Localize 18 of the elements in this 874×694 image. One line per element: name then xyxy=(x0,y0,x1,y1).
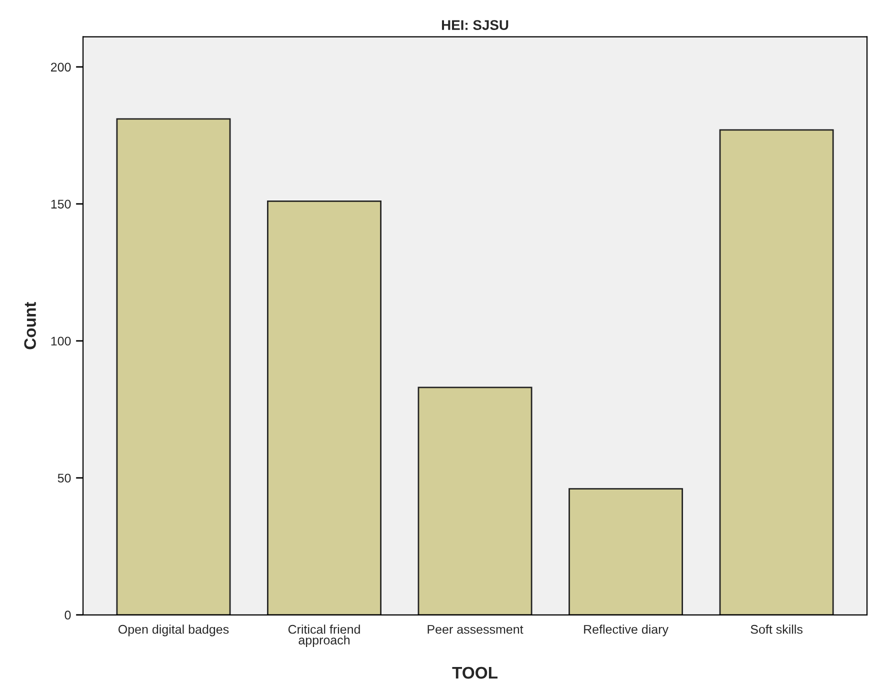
x-tick-label: Open digital badges xyxy=(118,624,229,636)
bar xyxy=(267,200,382,615)
x-tick-label: Critical friend approach xyxy=(288,624,360,648)
bar xyxy=(418,386,532,615)
y-tick-label: 100 xyxy=(51,336,71,346)
bar xyxy=(568,488,684,615)
y-tick-label: 0 xyxy=(64,610,71,620)
x-axis-title: TOOL xyxy=(452,666,498,679)
y-tick-label: 150 xyxy=(51,200,71,209)
x-tick-label: Soft skills xyxy=(750,624,802,634)
x-tick-label: Peer assessment xyxy=(428,625,524,634)
y-axis-title: Count xyxy=(24,302,36,350)
bar xyxy=(719,129,834,615)
y-tick-label: 200 xyxy=(51,62,71,72)
bar xyxy=(116,118,231,615)
y-tick-label: 50 xyxy=(58,474,71,483)
chart-title: HEI: SJSU xyxy=(442,20,508,30)
x-tick-label: Reflective diary xyxy=(584,624,668,636)
